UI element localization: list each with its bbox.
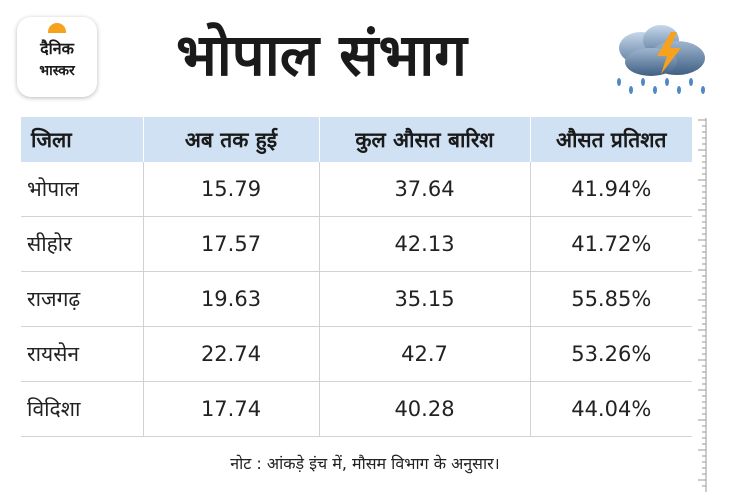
header-average-percentage: औसत प्रतिशत <box>529 117 692 162</box>
sun-logo-icon <box>48 23 66 33</box>
cell-rain-so-far: 15.79 <box>142 162 319 217</box>
logo-text-line1: दैनिक <box>40 39 74 58</box>
logo-text-line2: भास्कर <box>39 63 75 79</box>
cell-district: रायसेन <box>21 326 143 382</box>
cell-district: भोपाल <box>21 162 143 217</box>
cell-total-average: 42.13 <box>318 216 530 272</box>
cell-district: विदिशा <box>21 381 143 437</box>
rainfall-table: जिला अब तक हुई कुल औसत बारिश औसत प्रतिशत… <box>21 117 692 437</box>
table-row: भोपाल 15.79 37.64 41.94% <box>21 162 692 217</box>
cell-rain-so-far: 17.57 <box>142 216 319 272</box>
cell-percentage: 44.04% <box>529 381 692 437</box>
table-row: विदिशा 17.74 40.28 44.04% <box>21 381 692 437</box>
cell-percentage: 55.85% <box>529 271 692 327</box>
cell-total-average: 42.7 <box>318 326 530 382</box>
header-district: जिला <box>21 117 143 162</box>
page-title: भोपाल संभाग <box>176 21 467 89</box>
cell-district: सीहोर <box>21 216 143 272</box>
cell-total-average: 35.15 <box>318 271 530 327</box>
cell-rain-so-far: 17.74 <box>142 381 319 437</box>
table-row: रायसेन 22.74 42.7 53.26% <box>21 326 692 382</box>
table-row: राजगढ़ 19.63 35.15 55.85% <box>21 271 692 327</box>
cell-total-average: 37.64 <box>318 162 530 217</box>
table-row: सीहोर 17.57 42.13 41.72% <box>21 216 692 272</box>
cell-district: राजगढ़ <box>21 271 143 327</box>
header-rain-so-far: अब तक हुई <box>142 117 319 162</box>
ruler-decoration <box>698 118 707 492</box>
header-total-average-rain: कुल औसत बारिश <box>318 117 530 162</box>
cell-rain-so-far: 22.74 <box>142 326 319 382</box>
footnote: नोट : आंकड़े इंच में, मौसम विभाग के अनुस… <box>230 454 500 473</box>
cell-percentage: 41.94% <box>529 162 692 217</box>
cell-percentage: 41.72% <box>529 216 692 272</box>
cell-total-average: 40.28 <box>318 381 530 437</box>
dainik-bhaskar-logo: दैनिक भास्कर <box>17 17 97 97</box>
cell-percentage: 53.26% <box>529 326 692 382</box>
cell-rain-so-far: 19.63 <box>142 271 319 327</box>
storm-cloud-rain-icon <box>617 25 705 94</box>
table-header-row: जिला अब तक हुई कुल औसत बारिश औसत प्रतिशत <box>21 117 692 162</box>
